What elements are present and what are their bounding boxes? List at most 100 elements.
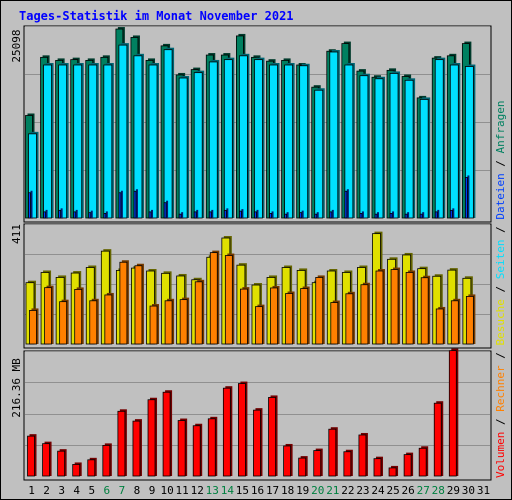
bar-volumen-day-10 [162,391,171,477]
bar-seiten-day-18 [284,64,293,219]
bar-rechner-day-24 [375,270,384,345]
bar-shadow [75,209,78,218]
bar-seiten-day-27 [419,99,429,219]
bar-dateien-day-18 [284,213,287,219]
bar-seiten-day-21 [329,51,339,219]
bar-dateien-day-24 [374,213,378,219]
bar-seiten-day-5 [88,64,98,219]
bar-volumen-day-28 [433,402,442,477]
bar-shadow [226,208,229,218]
bar-seiten-day-9 [148,64,158,219]
bar-shadow [361,211,364,218]
bar-dateien-day-27 [419,213,423,219]
bar-rechner-day-16 [255,306,263,345]
bar-volumen-day-5 [87,459,96,477]
legend-separator: / [494,346,507,366]
bar-shadow [376,212,379,218]
bar-dateien-day-9 [148,211,152,219]
bar-seiten-day-6 [103,64,113,219]
bar-volumen-day-14 [222,387,231,477]
x-tick-label: 6 [104,484,111,497]
bar-volumen-day-6 [102,444,111,477]
bar-rechner-day-9 [149,305,158,345]
x-tick-label: 5 [88,484,95,497]
legend-item-rechner: Rechner [494,365,507,412]
x-tick-label: 17 [266,484,279,497]
chart-title: Tages-Statistik im Monat November 2021 [19,9,294,23]
bar-volumen-day-26 [403,454,412,477]
bar-rechner-day-19 [300,288,309,345]
bar-rechner-day-8 [134,265,143,345]
bar-volumen-day-20 [313,450,322,477]
x-tick-label: 10 [160,484,173,497]
legend-separator: / [494,279,507,299]
bar-seiten-day-14 [223,59,233,219]
bar-volumen-day-29 [448,350,457,477]
x-tick-label: 26 [402,484,415,497]
bar-rechner-day-3 [59,301,68,345]
bar-rechner-day-11 [179,299,188,345]
bar-seiten-day-20 [314,89,324,219]
bar-seiten-day-15 [239,55,248,219]
bar-rechner-day-15 [240,288,248,345]
bar-seiten-day-24 [374,78,384,219]
bar-rechner-day-1 [29,310,37,345]
bar-dateien-day-6 [103,213,107,219]
bar-shadow [346,189,349,218]
bar-seiten-day-17 [269,64,278,219]
bar-dateien-day-16 [254,211,257,219]
legend-item-volumen: Volumen [494,432,507,478]
bar-dateien-day-26 [404,213,408,219]
bar-dateien-day-10 [163,202,167,219]
bar-volumen-day-24 [373,458,382,477]
bar-volumen-day-2 [42,443,50,477]
x-tick-label: 16 [251,484,264,497]
x-tick-label: 31 [477,484,490,497]
bar-shadow [105,211,108,218]
y-max-label-bottom: 216.36 MB [10,358,23,418]
bar-volumen-day-27 [418,447,427,477]
bar-seiten-day-10 [163,49,173,219]
bar-dateien-day-13 [208,211,212,219]
bar-volumen-day-17 [268,397,276,477]
x-tick-label: 21 [326,484,339,497]
bar-dateien-day-20 [314,213,318,219]
bar-rechner-day-2 [44,287,52,345]
y-max-label-middle: 411 [10,224,23,244]
bar-volumen-day-7 [117,410,126,477]
bar-seiten-day-3 [58,64,68,219]
x-tick-label: 11 [176,484,189,497]
bar-dateien-day-3 [58,209,62,219]
bar-dateien-day-22 [344,190,348,219]
bar-dateien-day-14 [223,209,227,219]
bar-seiten-day-25 [389,73,399,219]
x-tick-label: 24 [371,484,385,497]
legend-separator: / [494,220,507,240]
bar-rechner-day-30 [465,296,474,345]
x-tick-label: 27 [417,484,430,497]
x-tick-label: 19 [296,484,309,497]
x-tick-label: 1 [28,484,35,497]
legend-item-seiten: Seiten [494,240,507,280]
bar-rechner-day-14 [224,255,233,345]
bar-shadow [286,212,289,218]
y-max-label-top: 25098 [10,29,23,62]
bar-shadow [120,190,123,218]
x-tick-label: 25 [386,484,399,497]
x-tick-label: 3 [58,484,65,497]
bar-rechner-day-26 [405,272,414,345]
bar-shadow [151,209,154,218]
x-tick-label: 8 [134,484,141,497]
bar-rechner-day-6 [104,294,113,345]
bar-dateien-day-4 [73,211,77,219]
bar-dateien-day-19 [299,212,303,219]
x-tick-label: 4 [73,484,80,497]
bar-dateien-day-21 [329,211,333,219]
x-tick-label: 15 [236,484,249,497]
bar-dateien-day-7 [118,192,122,219]
bar-volumen-day-3 [57,450,66,477]
bar-shadow [256,209,259,218]
bar-dateien-day-15 [239,210,242,219]
x-tick-label: 14 [221,484,235,497]
